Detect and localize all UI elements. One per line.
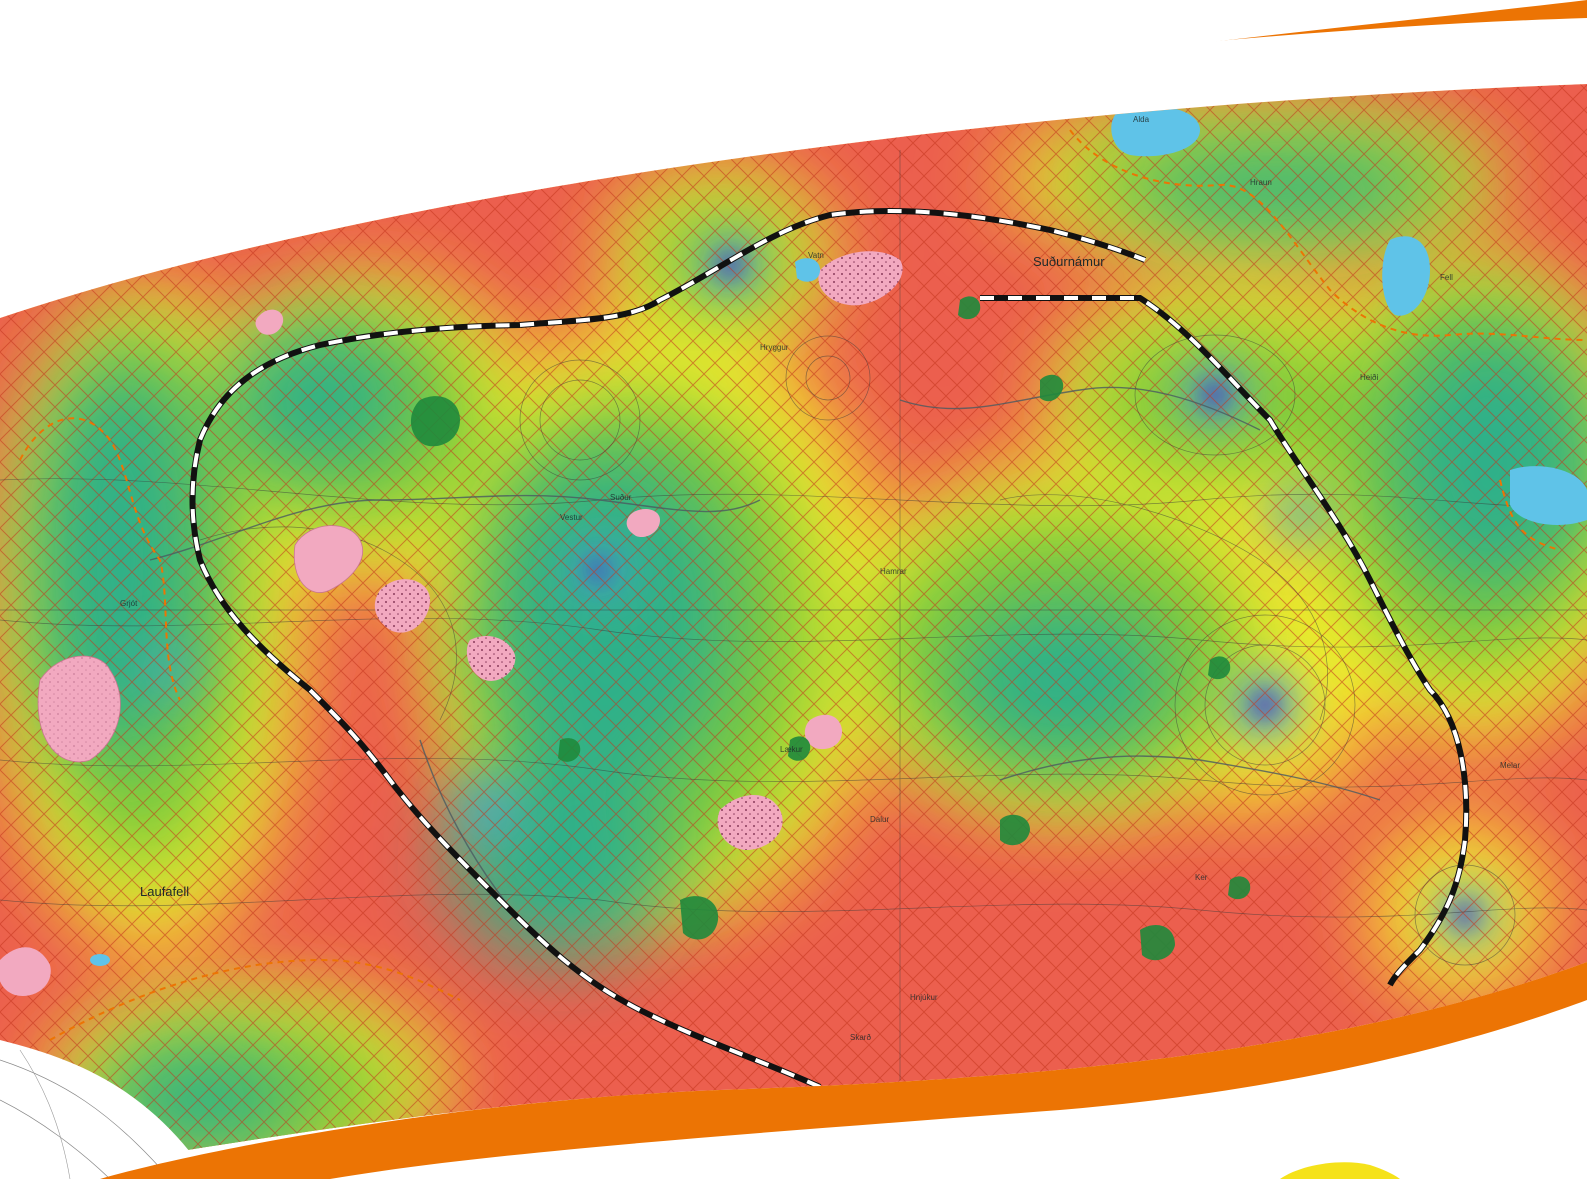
rivers [149,386,1381,921]
study-area-boundary [189,207,1470,1090]
label-dalur: Dalur [870,815,889,824]
label-vestur: Vestur [560,513,583,522]
label-sudurnamur: Suðurnámur [1033,254,1105,269]
label-grjot: Grjót [120,599,138,608]
lakes [90,106,1587,966]
label-sudur: Suður [610,493,632,502]
label-skard: Skarð [850,1033,871,1042]
label-melar: Melar [1500,761,1520,770]
lower-left-basemap [0,1040,210,1179]
label-alda: Alda [1133,115,1150,124]
label-hnjukur: Hnjúkur [910,993,938,1002]
label-hamrar: Hamrar [880,567,907,576]
lava-flows [0,251,903,996]
place-labels: Suðurnámur Laufafell Vestur Suður Hamrar… [120,115,1520,1042]
label-heidi: Heiði [1360,373,1378,382]
orange-dashed-line [19,129,1587,1041]
label-fell: Fell [1440,273,1453,282]
vegetation-patches [410,296,1251,961]
label-vatn: Vatn [808,251,824,260]
label-hryggur: Hryggur [760,343,789,352]
label-laufafell: Laufafell [140,884,189,899]
label-laekur: Lækur [780,745,803,754]
label-hraun: Hraun [1250,178,1272,187]
label-ker: Ker [1195,873,1208,882]
